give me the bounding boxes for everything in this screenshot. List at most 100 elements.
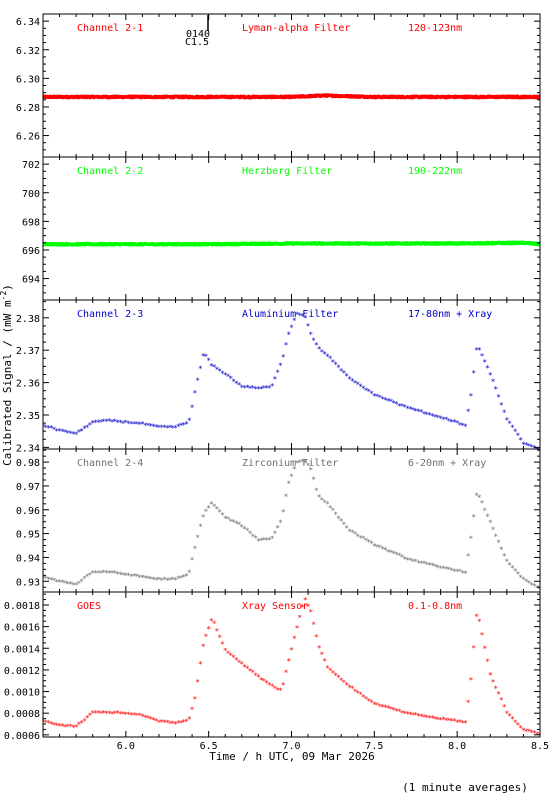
data-point: * — [394, 707, 399, 716]
data-point: * — [325, 664, 330, 673]
data-point: * — [344, 372, 349, 381]
data-point: * — [110, 710, 115, 719]
y-tick-label-channel-2-3: 2.36 — [16, 379, 40, 390]
data-point: * — [388, 549, 393, 558]
data-point: * — [416, 712, 421, 721]
data-point: * — [350, 377, 355, 386]
data-point: * — [430, 412, 435, 421]
data-point: * — [123, 571, 128, 580]
data-point: * — [419, 408, 424, 417]
data-point: * — [143, 574, 148, 583]
data-point: * — [342, 520, 347, 529]
series-channel-2-2 — [43, 240, 540, 247]
data-point: * — [237, 658, 242, 667]
data-point: * — [435, 413, 440, 422]
data-point: * — [455, 718, 460, 727]
data-point: * — [284, 341, 289, 350]
data-point: * — [88, 712, 93, 721]
data-point: * — [529, 443, 534, 452]
data-point: * — [292, 465, 297, 474]
data-point: * — [452, 717, 457, 726]
data-point: * — [79, 719, 84, 728]
data-point: * — [292, 635, 297, 644]
data-point: * — [43, 718, 48, 727]
data-point — [490, 240, 494, 244]
data-point: * — [427, 714, 432, 723]
channel-label-channel-2-4: Channel 2-4 — [77, 458, 143, 469]
data-point: * — [57, 427, 62, 436]
data-point: * — [104, 418, 109, 427]
data-point: * — [143, 713, 148, 722]
data-point: * — [157, 576, 162, 585]
data-point: * — [137, 420, 142, 429]
data-point: * — [284, 492, 289, 501]
data-point: * — [452, 567, 457, 576]
data-point: * — [179, 719, 184, 728]
y-axis-label-main: Calibrated Signal / (mW m — [1, 300, 14, 466]
data-point: * — [297, 458, 302, 467]
data-point: * — [474, 492, 479, 501]
filter-label-channel-2-3: Aluminium Filter — [242, 309, 338, 320]
data-point: * — [237, 381, 242, 390]
data-point: * — [261, 677, 266, 686]
data-point: * — [242, 384, 247, 393]
data-point: * — [331, 507, 336, 516]
data-point: * — [179, 574, 184, 583]
data-point — [330, 93, 334, 97]
data-point: * — [54, 722, 59, 731]
data-point: * — [206, 504, 211, 513]
data-point: * — [333, 511, 338, 520]
data-point: * — [402, 555, 407, 564]
data-point: * — [126, 572, 131, 581]
data-point: * — [46, 575, 51, 584]
data-point: * — [248, 667, 253, 676]
data-point: * — [52, 721, 57, 730]
data-point: * — [245, 527, 250, 536]
y-tick-label-channel-2-2: 700 — [22, 189, 40, 200]
data-point: * — [535, 584, 540, 593]
data-point: * — [231, 377, 236, 386]
data-point: * — [198, 660, 203, 669]
data-point: * — [126, 710, 131, 719]
data-point: * — [151, 422, 156, 431]
data-point: * — [275, 524, 280, 533]
data-point: * — [469, 535, 474, 544]
data-point: * — [104, 569, 109, 578]
data-point: * — [85, 423, 90, 432]
data-point: * — [488, 671, 493, 680]
data-point: * — [400, 709, 405, 718]
data-point: * — [228, 517, 233, 526]
data-point: * — [223, 371, 228, 380]
data-point: * — [148, 715, 153, 724]
data-point: * — [295, 459, 300, 468]
data-point: * — [480, 499, 485, 508]
data-point: * — [347, 375, 352, 384]
data-point: * — [226, 515, 231, 524]
data-point: * — [366, 697, 371, 706]
data-point: * — [535, 730, 540, 739]
data-point: * — [411, 558, 416, 567]
panel-channel-2-4: ****************************************… — [16, 448, 541, 593]
data-point: * — [504, 416, 509, 425]
data-point: * — [289, 324, 294, 333]
data-point: * — [82, 717, 87, 726]
data-point: * — [347, 528, 352, 537]
data-point: * — [146, 714, 151, 723]
data-point: * — [170, 576, 175, 585]
data-point: * — [220, 511, 225, 520]
data-point: * — [181, 573, 186, 582]
data-point: * — [275, 369, 280, 378]
data-point: * — [264, 536, 269, 545]
data-point: * — [270, 682, 275, 691]
data-point: * — [306, 603, 311, 612]
data-point: * — [405, 404, 410, 413]
y-tick-label-channel-2-4: 0.98 — [16, 458, 40, 469]
y-tick-label-goes-xray: 0.0016 — [4, 623, 40, 634]
data-point: * — [165, 718, 170, 727]
data-point: * — [342, 369, 347, 378]
data-point: * — [154, 423, 159, 432]
data-point: * — [515, 721, 520, 730]
data-point: * — [319, 348, 324, 357]
data-point: * — [253, 672, 258, 681]
data-point: * — [90, 709, 95, 718]
